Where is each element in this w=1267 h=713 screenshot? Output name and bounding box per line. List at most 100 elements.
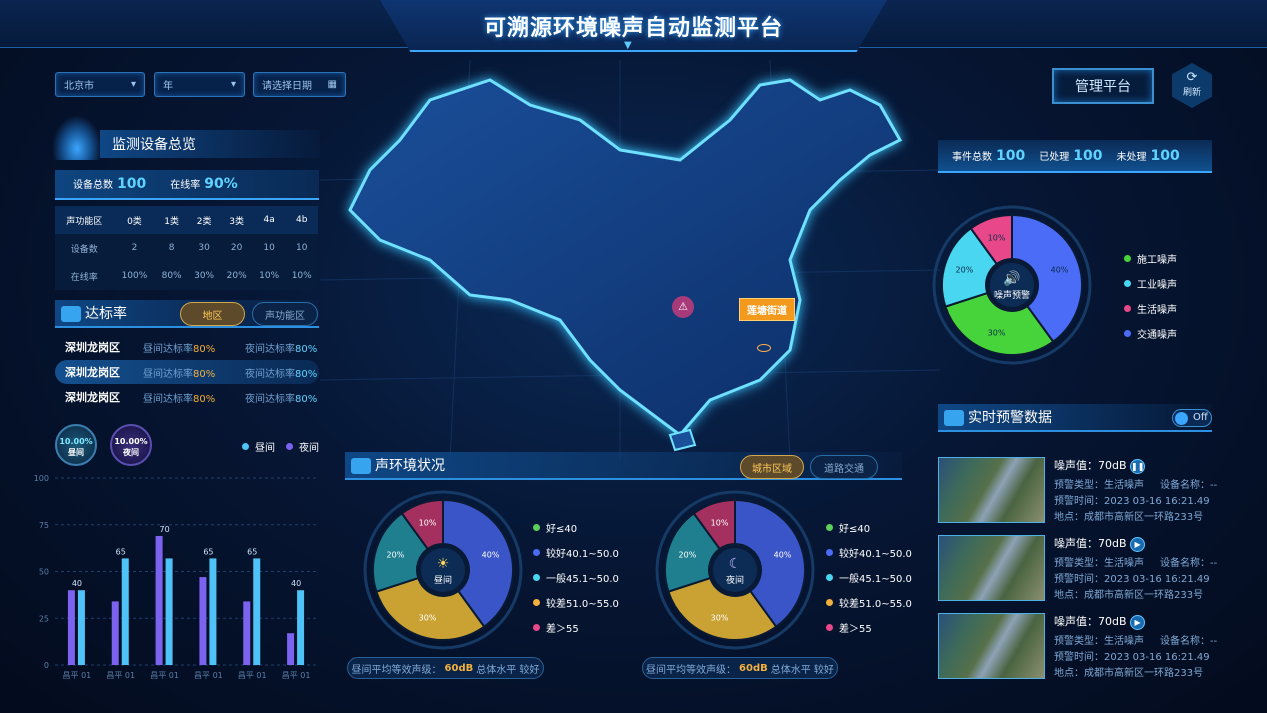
- legend-item: 差＞55: [533, 615, 619, 640]
- table-cell: 10%: [259, 271, 280, 281]
- compliance-row[interactable]: 深圳龙岗区 昼间达标率80% 夜间达标率80%: [55, 360, 319, 384]
- legend-swatch: [533, 574, 540, 581]
- alert-time: 预警时间：2023 03-16 16:21.49: [1054, 496, 1210, 507]
- legend-swatch: [826, 549, 833, 556]
- period-select[interactable]: 年 ▾: [154, 72, 245, 97]
- location-pin-icon: [757, 344, 771, 352]
- legend-item: 差＞55: [826, 615, 912, 640]
- legend-swatch: [533, 524, 540, 531]
- night-pie-chart: 40% 30% 20% 10% ☾ 夜间: [655, 490, 815, 650]
- tab-function-zone[interactable]: 声功能区: [252, 302, 318, 326]
- device-overview-title: 监测设备总览: [112, 137, 196, 153]
- legend-item: 生活噪声: [1124, 296, 1177, 321]
- bar-night: [155, 535, 163, 665]
- legend-item: 较差51.0~55.0: [533, 590, 619, 615]
- night-rate: 夜间达标率80%: [245, 368, 318, 380]
- table-cell: 10: [295, 243, 308, 253]
- table-cell: 声功能区: [55, 206, 114, 234]
- night-rate: 夜间达标率80%: [245, 343, 318, 355]
- tab-city-area[interactable]: 城市区域: [740, 455, 804, 479]
- device-table: 声功能区 0类 1类 2类 3类 4a 4b 设备数 2 8 30 20 10 10 在线率 100% 80% 3…: [55, 206, 318, 290]
- management-platform-button[interactable]: 管理平台: [1052, 68, 1154, 104]
- china-map: [320, 60, 940, 460]
- events-todo: 未处理 100: [1116, 147, 1180, 164]
- table-cell: 3类: [220, 206, 253, 234]
- play-icon[interactable]: ▶: [1130, 537, 1146, 552]
- legend-item: 施工噪声: [1124, 246, 1177, 271]
- alert-place: 地点：成都市高新区一环路233号: [1054, 668, 1204, 679]
- tab-road-traffic[interactable]: 道路交通: [810, 455, 878, 479]
- title-frame: [380, 0, 887, 52]
- table-cell: 20: [230, 243, 243, 253]
- region-name: 深圳龙岗区: [65, 391, 120, 404]
- alert-place: 地点：成都市高新区一环路233号: [1054, 590, 1204, 601]
- alert-card[interactable]: 噪声值：70dB ▶ 预警类型：生活噪声 设备名称：-- 预警时间：2023 0…: [938, 613, 1217, 681]
- alert-type: 预警类型：生活噪声: [1054, 558, 1144, 569]
- event-stats: 事件总数 100 已处理 100 未处理 100: [938, 140, 1212, 173]
- alert-type: 预警类型：生活噪声: [1054, 636, 1144, 647]
- city-select[interactable]: 北京市 ▾: [55, 72, 145, 97]
- night-average-summary: 昼间平均等效声级： 60dB 总体水平 较好: [642, 657, 838, 679]
- caret-down-icon: ▾: [130, 79, 136, 90]
- satellite-thumbnail[interactable]: [938, 457, 1045, 523]
- slice-label: 30%: [419, 614, 437, 623]
- page-title: 可溯源环境噪声自动监测平台: [483, 16, 783, 41]
- period-select-value: 年: [163, 81, 173, 92]
- date-placeholder: 请选择日期: [262, 81, 312, 92]
- legend-item: 较好40.1~50.0: [533, 540, 619, 565]
- slice-label: 40%: [774, 551, 792, 560]
- pie-center-label: 夜间: [726, 574, 744, 586]
- satellite-thumbnail[interactable]: [938, 613, 1045, 679]
- compliance-row[interactable]: 深圳龙岗区 昼间达标率80% 夜间达标率80%: [55, 335, 319, 359]
- table-cell: 设备数: [70, 244, 98, 255]
- x-tick-label: 昌平 01: [106, 671, 135, 680]
- legend-swatch: [826, 574, 833, 581]
- play-icon[interactable]: ▶: [1130, 615, 1146, 630]
- pause-icon[interactable]: ❚❚: [1130, 459, 1146, 474]
- noise-warning-pie-chart: 40% 30% 20% 10% 🔊 噪声预警: [932, 205, 1092, 365]
- realtime-toggle[interactable]: Off: [1172, 409, 1212, 427]
- slice-label: 40%: [482, 551, 500, 560]
- events-total: 事件总数 100: [952, 147, 1026, 164]
- y-tick-label: 75: [39, 521, 49, 530]
- compliance-row[interactable]: 深圳龙岗区 昼间达标率80% 夜间达标率80%: [55, 385, 319, 409]
- table-cell: 20%: [226, 271, 247, 281]
- night-rate-badge: 10.00% 夜间: [110, 424, 152, 466]
- date-picker[interactable]: 请选择日期 ▦: [253, 72, 346, 97]
- x-tick-label: 昌平 01: [150, 671, 179, 680]
- speaker-icon: 🔊: [1003, 269, 1020, 287]
- table-cell: 1类: [155, 206, 188, 234]
- day-rate: 昼间达标率80%: [143, 393, 216, 405]
- day-rate-badge: 10.00% 昼间: [55, 424, 97, 466]
- bar-night: [67, 590, 75, 665]
- table-cell: 0类: [113, 206, 156, 234]
- y-tick-label: 25: [39, 614, 49, 623]
- events-done: 已处理 100: [1039, 147, 1103, 164]
- night-rate: 夜间达标率80%: [245, 393, 318, 405]
- table-row: 声功能区 0类 1类 2类 3类 4a 4b: [55, 206, 318, 234]
- alert-card[interactable]: 噪声值：70dB ▶ 预警类型：生活噪声 设备名称：-- 预警时间：2023 0…: [938, 535, 1217, 603]
- bar-day: [297, 590, 305, 665]
- satellite-thumbnail[interactable]: [938, 535, 1045, 601]
- bar-night: [111, 601, 119, 665]
- legend-item: 好≤40: [826, 515, 912, 540]
- table-cell: 30: [198, 243, 210, 253]
- table-cell: 4b: [285, 206, 318, 234]
- legend-swatch: [533, 549, 540, 556]
- tab-region[interactable]: 地区: [180, 302, 245, 326]
- pie-center: [417, 544, 469, 596]
- data-label: 70: [159, 525, 169, 534]
- legend-item: 一般45.1~50.0: [533, 565, 619, 590]
- alerts-header: 实时预警数据: [938, 404, 1212, 432]
- slice-label: 30%: [988, 329, 1006, 338]
- legend-night: 夜间: [286, 439, 319, 454]
- table-cell: 2类: [187, 206, 221, 234]
- y-tick-label: 0: [44, 661, 49, 670]
- device-total: 设备总数 100: [73, 176, 147, 192]
- map-marker-label[interactable]: 莲塘街道: [739, 298, 795, 321]
- data-label: 65: [116, 547, 126, 556]
- noise-value: 噪声值：70dB ▶: [1054, 535, 1146, 552]
- warning-marker-icon[interactable]: ⚠: [672, 296, 694, 318]
- alert-card[interactable]: 噪声值：70dB ❚❚ 预警类型：生活噪声 设备名称：-- 预警时间：2023 …: [938, 457, 1217, 525]
- device-overview-header: 监测设备总览: [100, 130, 320, 158]
